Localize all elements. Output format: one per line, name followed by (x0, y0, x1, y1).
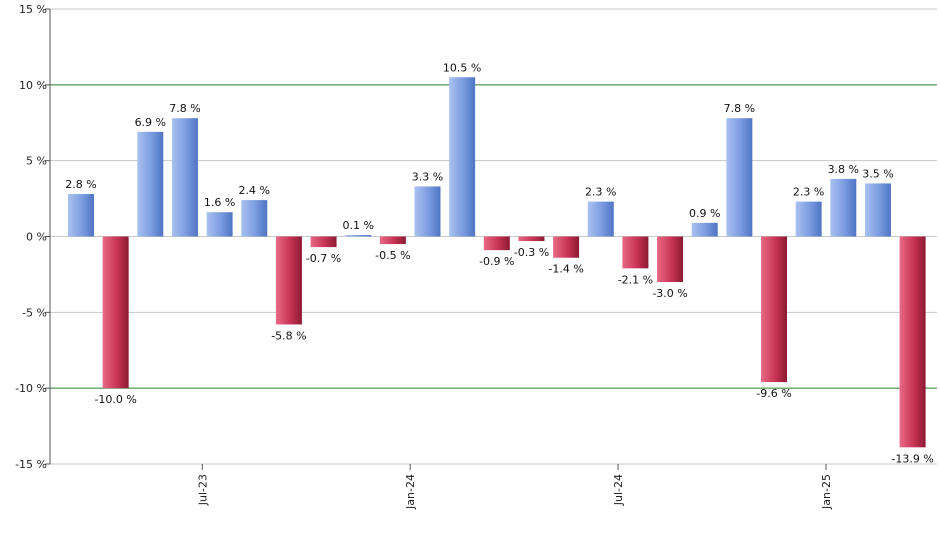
data-label: 7.8 % (724, 102, 755, 115)
bar (241, 200, 268, 237)
data-label: -13.9 % (891, 452, 933, 465)
data-label: 1.6 % (204, 196, 235, 209)
data-label: -0.9 % (479, 255, 514, 268)
data-label: -10.0 % (94, 393, 136, 406)
bar (518, 236, 545, 242)
bar (310, 236, 337, 248)
data-label: -1.4 % (548, 263, 583, 276)
bar (379, 236, 406, 245)
data-label: -3.0 % (652, 287, 687, 300)
data-label: 10.5 % (443, 61, 481, 74)
data-label: 2.3 % (585, 186, 616, 199)
y-tick-label: 0 % (26, 231, 47, 244)
data-label: -0.5 % (375, 249, 410, 262)
data-label: 3.8 % (828, 163, 859, 176)
bar (206, 212, 233, 237)
bar (137, 131, 164, 237)
data-labels: 2.8 %-10.0 %6.9 %7.8 %1.6 %2.4 %-5.8 %-0… (65, 61, 934, 465)
bar (622, 236, 649, 269)
data-label: 2.4 % (239, 184, 270, 197)
bar (345, 234, 372, 237)
y-axis-ticks: 15 % 10 % 5 % 0 % -5 % -10 % -15 % (15, 3, 50, 471)
bar (414, 186, 441, 237)
data-label: 2.3 % (793, 186, 824, 199)
y-tick-label: -5 % (22, 306, 47, 319)
bar (587, 201, 614, 237)
data-label: -0.7 % (306, 252, 341, 265)
bar (102, 236, 129, 389)
bar (171, 118, 198, 237)
bar (830, 178, 857, 237)
x-tick-label: Jan-25 (820, 474, 833, 510)
data-label: 7.8 % (169, 102, 200, 115)
bar (68, 194, 94, 237)
data-label: 2.8 % (65, 178, 96, 191)
bar (691, 222, 718, 237)
bar (657, 236, 684, 282)
bar (553, 236, 580, 258)
x-tick-label: Jul-24 (612, 474, 625, 506)
data-label: 0.1 % (342, 219, 373, 232)
y-tick-label: 5 % (26, 155, 47, 168)
data-label: 6.9 % (135, 116, 166, 129)
bars (68, 77, 926, 448)
bar (761, 236, 787, 383)
bar (899, 236, 926, 448)
bar (483, 236, 510, 251)
y-tick-label: -10 % (15, 382, 47, 395)
bar (864, 183, 891, 237)
y-tick-label: 15 % (19, 3, 47, 16)
data-label: 3.5 % (862, 167, 893, 180)
bar (275, 236, 302, 325)
data-label: 0.9 % (689, 207, 720, 220)
data-label: -0.3 % (514, 246, 549, 259)
data-label: -2.1 % (618, 273, 653, 286)
data-label: -9.6 % (756, 387, 791, 400)
x-tick-label: Jul-23 (196, 474, 209, 506)
bar (795, 201, 822, 237)
y-tick-label: 10 % (19, 79, 47, 92)
x-tick-label: Jan-24 (404, 474, 417, 510)
y-tick-label: -15 % (15, 458, 47, 471)
data-label: -5.8 % (271, 329, 306, 342)
bar (449, 77, 476, 237)
bar (726, 118, 753, 237)
x-axis-ticks: Jul-23 Jan-24 Jul-24 Jan-25 (196, 464, 833, 510)
data-label: 3.3 % (412, 170, 443, 183)
